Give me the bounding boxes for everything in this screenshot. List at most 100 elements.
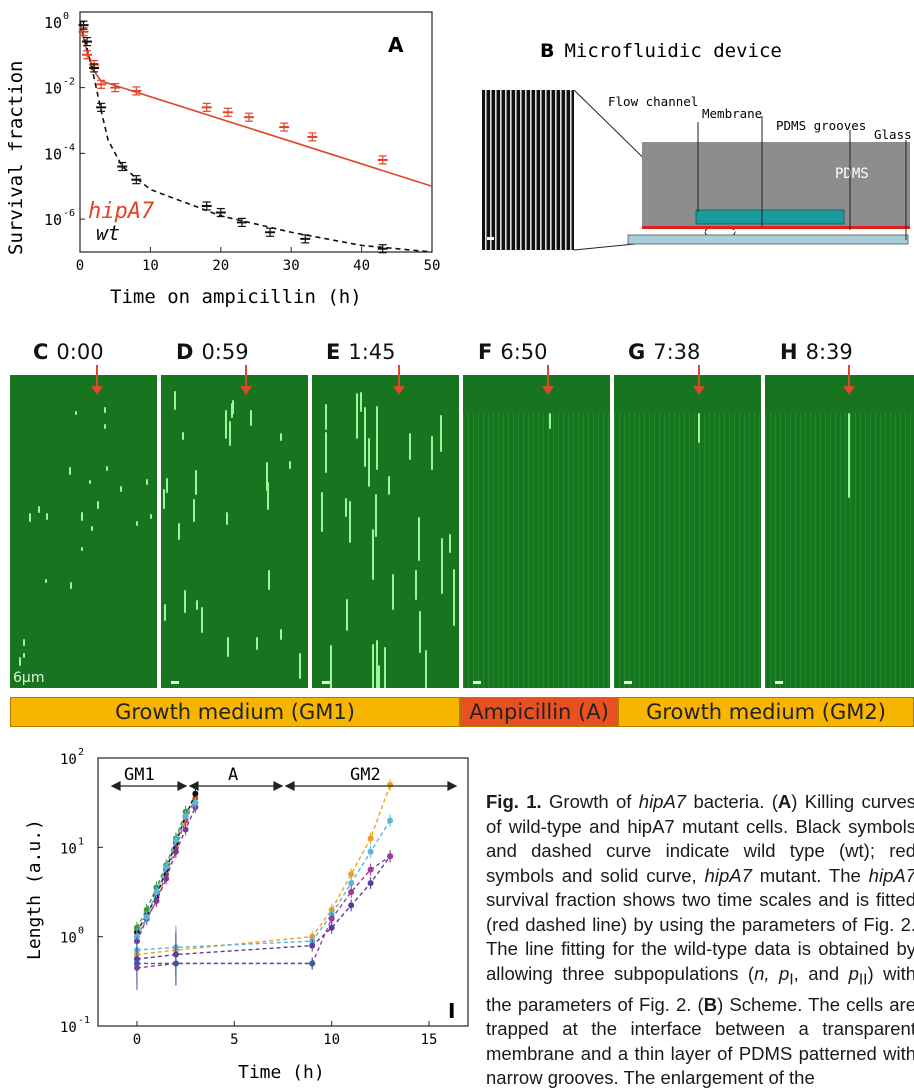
bacterium [29, 513, 31, 522]
y-tick-label: 10 [60, 931, 77, 947]
length-point [367, 848, 374, 855]
tracked-cell-arrow-g [693, 365, 705, 395]
length-point [387, 781, 394, 788]
channel-header [765, 375, 914, 413]
panel-d-letter: D [176, 340, 194, 364]
length-point [387, 853, 394, 860]
bacterium [195, 470, 197, 495]
phase-gm1: GM1 [124, 765, 155, 785]
label-membrane: Membrane [702, 106, 762, 121]
timelapse-label-d: D 0:59 [176, 340, 249, 364]
caption-italic: hipA7 [638, 791, 687, 812]
length-point [328, 915, 335, 922]
length-point [309, 960, 316, 967]
length-point [172, 848, 179, 855]
bacterium [346, 599, 348, 631]
time-g: 7:38 [653, 340, 701, 364]
bacterium [89, 480, 91, 484]
bacterium [431, 436, 433, 470]
panel-a-ylabel: Survival fraction [5, 61, 27, 255]
bacterium [321, 492, 323, 532]
x-tick-label: 40 [353, 258, 370, 274]
bacterium [184, 590, 186, 613]
y-tick-label: 10 [60, 841, 77, 857]
tracked-cell-arrow-e [393, 365, 405, 395]
x-tick-label: 20 [212, 258, 229, 274]
media-gm2: Growth medium (GM2) [618, 697, 914, 727]
timelapse-label-c: C 0:00 [33, 340, 104, 364]
caption-text: bacteria. ( [686, 791, 778, 812]
y-tick-exponent: 0 [63, 11, 69, 22]
bacterium [415, 570, 417, 600]
bacterium [256, 637, 258, 650]
bacterium [19, 657, 21, 666]
bacterium [453, 576, 455, 601]
tracked-cell-arrow-f [542, 365, 554, 395]
bacterium [70, 582, 72, 589]
bacterium [150, 514, 152, 519]
plot-i-frame [97, 757, 469, 1027]
bacterium [45, 579, 47, 583]
label-hipa7: hipA7 [88, 199, 155, 224]
length-point [192, 790, 199, 797]
length-point [133, 924, 140, 931]
length-point [153, 897, 160, 904]
bacterium [250, 410, 252, 426]
bacterium [174, 391, 176, 410]
length-point [367, 866, 374, 873]
bacterium [268, 570, 270, 590]
length-point [163, 863, 170, 870]
bacterium [146, 479, 148, 485]
micrograph-h [765, 375, 914, 688]
x-tick-label: 10 [323, 1032, 340, 1048]
bacterium [425, 650, 427, 688]
tracked-cell-arrow-d [240, 365, 252, 395]
x-tick-label: 5 [230, 1032, 238, 1048]
length-point [348, 871, 355, 878]
timelapse-label-h: H 8:39 [780, 340, 853, 364]
bacterium [120, 486, 122, 492]
x-tick-label: 30 [283, 258, 300, 274]
panel-a-letter: A [388, 33, 404, 57]
panel-a-xlabel: Time on ampicillin (h) [110, 286, 362, 308]
time-f: 6:50 [500, 340, 548, 364]
panel-a: 0 10 20 30 40 50 10 0 10 -2 10 -4 10 -6 A hipA7 wt Su… [0, 0, 440, 320]
bacterium [384, 647, 386, 688]
caption-sub: II [858, 971, 868, 989]
bacterium [91, 526, 93, 531]
time-d: 0:59 [201, 340, 249, 364]
channel-header [463, 375, 610, 413]
scalebar [473, 681, 481, 684]
length-point [172, 837, 179, 844]
tracked-cell-arrow-h [843, 365, 855, 395]
x-tick-label: 10 [142, 258, 159, 274]
caption-italic: p [848, 962, 859, 984]
y-tick-label: 10 [44, 211, 62, 229]
bacterium [418, 517, 420, 561]
microfluidic-scheme: PDMS Flow channel Membrane PDMS grooves … [482, 89, 912, 251]
bacterium [441, 558, 443, 594]
y-tick-exponent: 1 [78, 836, 84, 847]
caption-text: mutant. The [751, 864, 869, 886]
bacterium [231, 403, 233, 418]
bacterium [23, 639, 25, 646]
bacterium [848, 413, 850, 498]
bacterium [280, 433, 282, 441]
micrograph-d [161, 375, 308, 688]
bacterium [376, 406, 378, 470]
scale-label: 6μm [13, 670, 45, 686]
scalebar [775, 681, 783, 684]
length-point [182, 826, 189, 833]
panel-b-letter: B [540, 40, 555, 62]
panel-b: B Microfluidic device PDMS Flow channel M… [470, 0, 914, 320]
bacterium [226, 512, 228, 525]
caption-text: , and [793, 962, 849, 984]
length-point [328, 924, 335, 931]
bacterium [368, 438, 370, 487]
bacterium [441, 538, 443, 576]
x-tick-label: 0 [76, 258, 84, 274]
micrograph-c: 6μm [10, 375, 157, 688]
length-point [172, 960, 179, 967]
caption-fig: Fig. 1. [486, 791, 542, 812]
